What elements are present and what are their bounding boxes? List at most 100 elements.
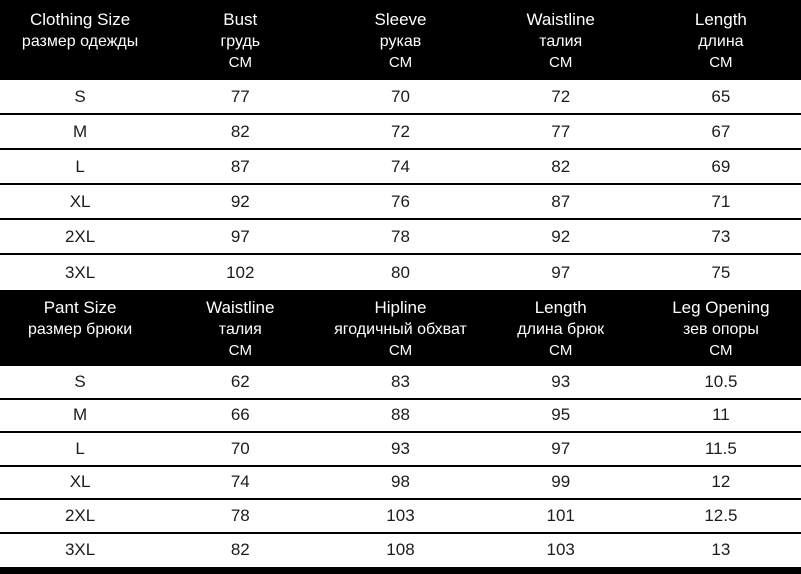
column-title-en: Leg Opening <box>672 298 770 317</box>
size-label-cell: 3XL <box>64 262 96 282</box>
table-row: L 87 74 82 69 <box>0 150 801 185</box>
size-label-cell: S <box>74 371 86 391</box>
value-cell: 103 <box>386 505 415 525</box>
column-title-en: Bust <box>223 10 258 29</box>
column-title-ru: длина <box>698 33 744 50</box>
table-row: 3XL 82 108 103 13 <box>0 534 801 568</box>
header-cell-pant-length: Length длина брюк CM <box>481 297 641 366</box>
table-row: S 77 70 72 65 <box>0 80 801 115</box>
size-label-cell: M <box>73 121 88 141</box>
value-cell: 103 <box>546 540 575 560</box>
table-row: 2XL 97 78 92 73 <box>0 220 801 255</box>
value-cell: 12.5 <box>704 505 738 525</box>
size-label-cell: 3XL <box>64 540 96 560</box>
value-cell: 78 <box>230 505 250 525</box>
value-cell: 74 <box>391 156 410 176</box>
column-title-ru: размер одежды <box>21 33 139 50</box>
table-row: M 66 88 95 11 <box>0 400 801 433</box>
bottom-border-bar <box>0 567 801 574</box>
header-cell-length: Length длина CM <box>641 9 801 80</box>
value-cell: 72 <box>391 121 410 141</box>
column-title-ru: грудь <box>220 33 261 50</box>
value-cell: 99 <box>551 472 571 492</box>
value-cell: 102 <box>226 262 255 282</box>
value-cell: 108 <box>386 540 415 560</box>
column-unit: CM <box>388 54 413 71</box>
value-cell: 83 <box>391 371 410 391</box>
value-cell: 97 <box>551 262 571 282</box>
value-cell: 72 <box>551 86 571 106</box>
value-cell: 93 <box>551 371 571 391</box>
clothing-table-body: S 77 70 72 65 M 82 72 77 67 L 87 74 82 69 XL 92 76 87 71 2XL… <box>0 80 801 290</box>
value-cell: 70 <box>391 86 410 106</box>
header-cell-leg-opening: Leg Opening зев опоры CM <box>641 297 801 366</box>
table-row: 2XL 78 103 101 12.5 <box>0 500 801 534</box>
value-cell: 77 <box>230 86 250 106</box>
pant-table-body: S 62 83 93 10.5 M 66 88 95 11 L 70 93 97 11.5 XL 74 98 99 1… <box>0 366 801 567</box>
value-cell: 82 <box>230 540 250 560</box>
table-row: XL 92 76 87 71 <box>0 185 801 220</box>
value-cell: 92 <box>230 191 250 211</box>
column-title-en: Hipline <box>374 298 427 317</box>
value-cell: 71 <box>711 191 731 211</box>
value-cell: 76 <box>391 191 410 211</box>
value-cell: 11.5 <box>704 438 737 458</box>
column-title-ru: размер брюки <box>27 321 133 338</box>
header-cell-pant-size: Pant Size размер брюки <box>0 297 160 366</box>
header-cell-clothing-size: Clothing Size размер одежды <box>0 9 160 80</box>
value-cell: 11 <box>712 405 730 425</box>
value-cell: 75 <box>711 262 731 282</box>
value-cell: 67 <box>711 121 731 141</box>
table-row: 3XL 102 80 97 75 <box>0 255 801 290</box>
value-cell: 93 <box>391 438 410 458</box>
value-cell: 73 <box>711 226 731 246</box>
column-title-en: Waistline <box>526 10 595 29</box>
size-label-cell: L <box>75 156 85 176</box>
value-cell: 88 <box>391 405 410 425</box>
value-cell: 80 <box>391 262 410 282</box>
column-title-ru: ягодичный обхват <box>334 321 467 338</box>
value-cell: 74 <box>230 472 250 492</box>
value-cell: 92 <box>551 226 571 246</box>
size-label-cell: S <box>74 86 86 106</box>
table-row: S 62 83 93 10.5 <box>0 366 801 400</box>
value-cell: 97 <box>551 438 571 458</box>
value-cell: 101 <box>546 505 575 525</box>
value-cell: 98 <box>391 472 410 492</box>
column-title-en: Pant Size <box>43 298 117 317</box>
column-title-ru: талия <box>218 321 262 338</box>
pant-table-header: Pant Size размер брюки Waistline талия C… <box>0 290 801 366</box>
column-title-en: Length <box>534 298 587 317</box>
column-title-en: Sleeve <box>374 10 427 29</box>
size-label-cell: 2XL <box>64 226 96 246</box>
value-cell: 69 <box>711 156 731 176</box>
column-title-ru: зев опоры <box>682 321 759 338</box>
header-cell-waistline: Waistline талия CM <box>481 9 641 80</box>
column-unit: CM <box>549 54 573 71</box>
value-cell: 82 <box>230 121 250 141</box>
value-cell: 97 <box>230 226 250 246</box>
value-cell: 13 <box>711 540 731 560</box>
size-label-cell: L <box>75 438 85 458</box>
value-cell: 65 <box>711 86 731 106</box>
column-title-ru: длина брюк <box>517 321 605 338</box>
column-title-en: Waistline <box>206 298 275 317</box>
header-cell-waistline: Waistline талия CM <box>160 297 320 366</box>
table-row: M 82 72 77 67 <box>0 115 801 150</box>
header-cell-hipline: Hipline ягодичный обхват CM <box>320 297 480 366</box>
table-row: XL 74 98 99 12 <box>0 467 801 500</box>
column-unit: CM <box>549 342 573 359</box>
column-unit: CM <box>709 54 733 71</box>
size-label-cell: M <box>73 405 88 425</box>
size-label-cell: 2XL <box>64 505 96 525</box>
size-label-cell: XL <box>69 191 91 211</box>
value-cell: 82 <box>551 156 571 176</box>
column-title-ru: талия <box>539 33 583 50</box>
column-title-en: Clothing Size <box>30 10 131 29</box>
column-unit: CM <box>228 54 252 71</box>
value-cell: 78 <box>391 226 410 246</box>
column-title-ru: рукав <box>379 33 422 50</box>
value-cell: 87 <box>230 156 250 176</box>
value-cell: 66 <box>230 405 250 425</box>
